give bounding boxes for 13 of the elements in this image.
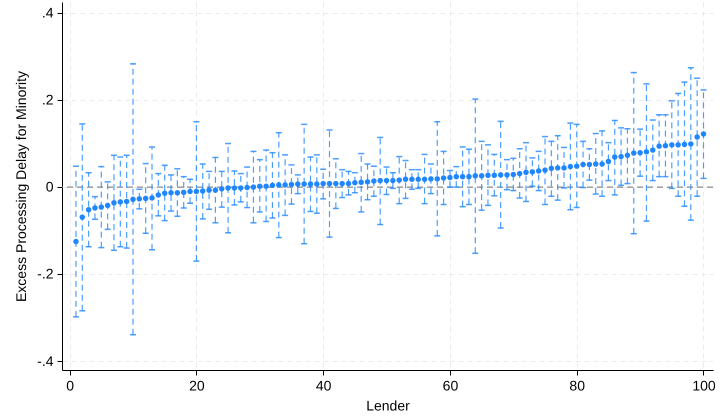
y-tick-label: .4 — [42, 4, 54, 20]
x-tick-label: 80 — [569, 378, 586, 394]
y-tick-label: -.2 — [37, 266, 54, 282]
x-tick-label: 20 — [189, 378, 205, 394]
y-axis-title: Excess Processing Delay for Minority — [13, 70, 30, 302]
y-tick-label: .2 — [42, 91, 54, 108]
y-tick-label: 0 — [46, 178, 54, 195]
y-tick-label: -.4 — [37, 352, 54, 369]
x-tick-label: 60 — [442, 378, 458, 394]
x-tick-label: 40 — [316, 378, 332, 394]
x-tick-label: 0 — [66, 378, 74, 394]
x-axis-title: Lender — [366, 398, 410, 414]
x-tick-label: 100 — [692, 378, 716, 394]
